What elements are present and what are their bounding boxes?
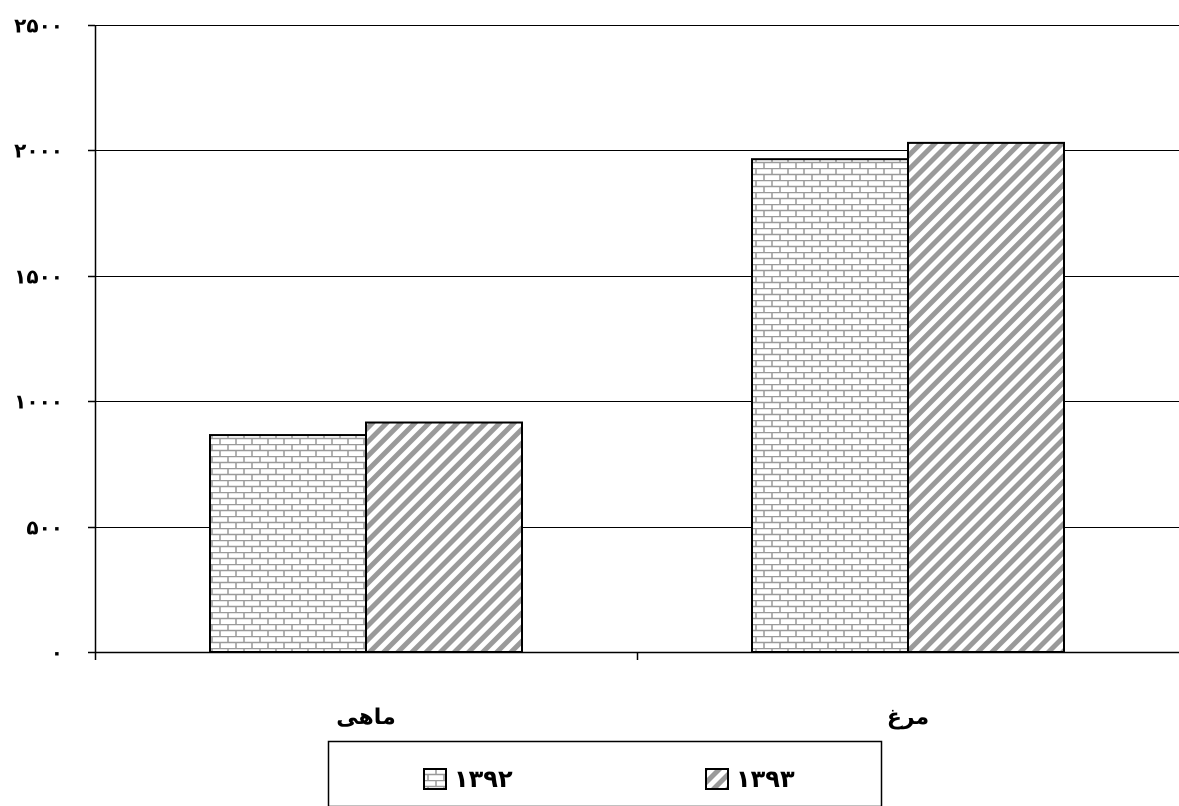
category-label: ماهی (336, 705, 395, 730)
axes (88, 24, 1179, 660)
bar-2-1 (907, 141, 1065, 653)
legend-swatch (423, 768, 447, 790)
y-tick-label: ۰ (51, 641, 63, 665)
legend-label: ۱۳۹۲ (454, 765, 513, 793)
y-tick-label: ۵۰۰ (26, 516, 63, 540)
legend: ۱۳۹۲ ۱۳۹۳ (327, 740, 883, 806)
y-tick-label: ۲۰۰۰ (14, 139, 63, 163)
bar-1-2 (209, 434, 367, 654)
labels: ۰ ۵۰۰ ۱۰۰۰ ۱۵۰۰ ۲۰۰۰ ۲۵۰۰ مرغ ماهی (14, 14, 929, 731)
category-label: مرغ (887, 705, 929, 730)
bar-2-2 (365, 421, 523, 653)
y-tick-label: ۱۵۰۰ (14, 265, 63, 289)
legend-label: ۱۳۹۳ (736, 765, 795, 793)
bar-1-1 (751, 158, 909, 653)
legend-swatch (705, 768, 729, 790)
y-tick-label: ۲۵۰۰ (14, 14, 63, 38)
y-tick-label: ۱۰۰۰ (14, 390, 63, 414)
bars (209, 141, 1065, 654)
legend-box (327, 740, 883, 806)
